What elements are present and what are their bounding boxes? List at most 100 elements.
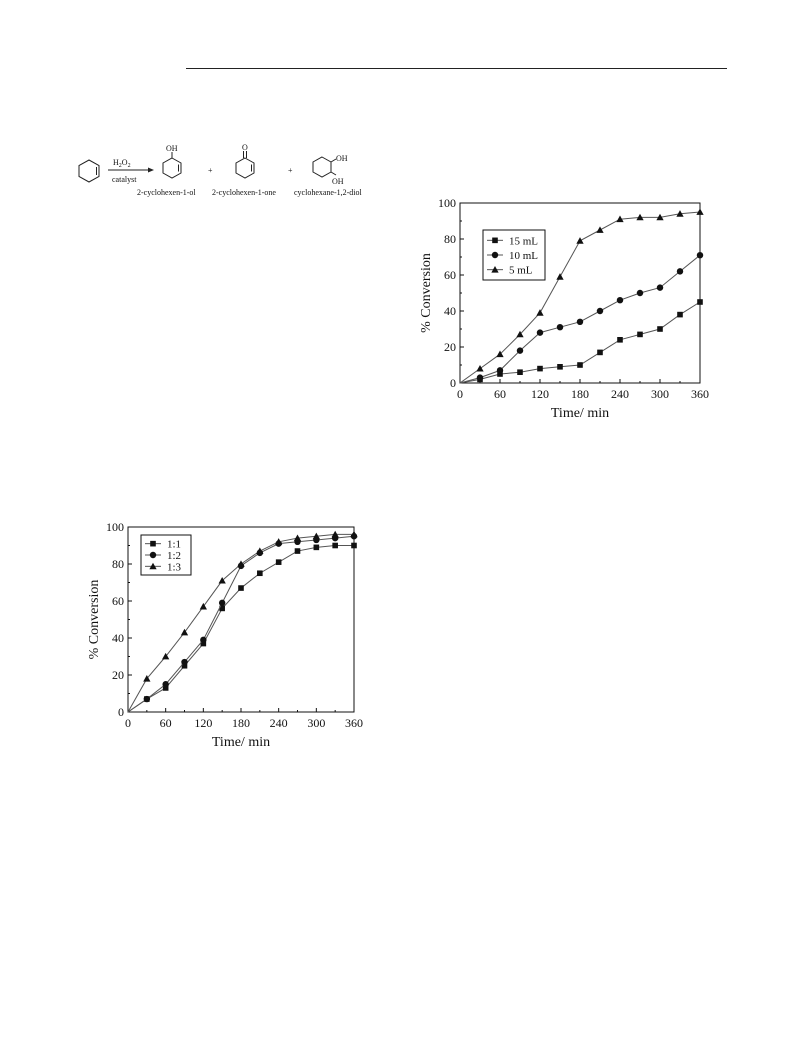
data-point: [199, 602, 207, 610]
conditions-label: catalyst: [112, 175, 137, 184]
x-tick-label: 60: [160, 716, 172, 730]
data-point: [238, 585, 244, 591]
data-point: [200, 636, 207, 644]
diol-oh-label-1: OH: [336, 154, 348, 163]
data-point: [537, 365, 543, 372]
data-point: [536, 309, 544, 316]
data-point: [597, 349, 603, 356]
y-tick-label: 40: [444, 304, 456, 318]
legend-label: 15 mL: [509, 235, 538, 247]
y-tick-label: 80: [112, 557, 124, 571]
y-tick-label: 80: [444, 232, 456, 246]
data-point: [257, 570, 263, 577]
x-tick-label: 180: [571, 387, 589, 401]
y-tick-label: 0: [118, 705, 124, 719]
data-point: [143, 675, 151, 682]
data-point: [294, 548, 301, 554]
data-point: [351, 542, 357, 549]
data-point: [497, 371, 503, 377]
data-point: [162, 681, 169, 688]
data-point: [636, 213, 644, 221]
data-point: [516, 330, 524, 338]
data-point: [219, 605, 225, 612]
legend-marker: [149, 551, 157, 559]
x-tick-label: 360: [345, 716, 363, 730]
y-tick-label: 0: [450, 376, 456, 390]
x-tick-label: 240: [270, 716, 288, 730]
x-tick-label: 360: [691, 387, 709, 401]
y-tick-label: 100: [106, 520, 124, 534]
y-tick-label: 20: [112, 668, 124, 682]
data-point: [218, 599, 226, 607]
data-point: [237, 560, 245, 567]
y-tick-label: 100: [438, 196, 456, 210]
data-point: [275, 559, 282, 565]
data-point: [143, 695, 151, 703]
data-point: [313, 544, 320, 551]
data-point: [476, 374, 484, 381]
x-tick-label: 300: [651, 387, 669, 401]
data-point: [162, 685, 169, 691]
legend-marker: [491, 251, 499, 259]
data-point: [162, 652, 170, 660]
legend-marker: [149, 562, 157, 570]
y-tick-label: 20: [444, 340, 456, 354]
data-point: [616, 296, 624, 304]
data-point: [636, 289, 644, 297]
x-axis-label: Time/ min: [551, 406, 609, 421]
legend-marker: [150, 540, 156, 547]
plus-sign-1: +: [208, 166, 213, 175]
y-tick-label: 40: [112, 631, 124, 645]
conversion-chart-ratio: 0 60 120 180 240 300 360 0 20 40 60 80 100 Time/ min%…: [87, 520, 363, 750]
y-axis-label: % Conversion: [419, 253, 434, 333]
data-point: [637, 331, 643, 338]
reaction-arrow: [108, 167, 154, 173]
cyclohexenone-structure: [235, 151, 255, 179]
data-point: [657, 326, 663, 332]
reagent-label: H2O2: [113, 158, 131, 169]
product-name-3: cyclohexane-1,2-diol: [294, 188, 363, 197]
o-label: O: [242, 143, 248, 152]
plus-sign-2: +: [288, 166, 293, 175]
data-point: [676, 268, 684, 275]
legend-label: 1:1: [167, 539, 181, 551]
x-tick-label: 120: [531, 387, 549, 401]
x-tick-label: 180: [232, 716, 250, 730]
data-point: [181, 662, 188, 669]
legend-label: 5 mL: [509, 265, 533, 277]
legend-label: 10 mL: [509, 250, 538, 262]
cyclohexenol-structure: [162, 152, 182, 179]
data-point: [496, 367, 504, 374]
conversion-chart-volume: 0 60 120 180 240 300 360 0 20 40 60 80 100 Time/ min%…: [419, 196, 709, 421]
data-point: [218, 577, 226, 584]
x-tick-label: 300: [307, 716, 325, 730]
legend-label: 1:2: [167, 550, 181, 562]
data-point: [596, 307, 604, 315]
data-point: [331, 530, 339, 538]
data-point: [312, 532, 320, 540]
data-point: [200, 640, 207, 647]
data-point: [557, 364, 563, 370]
data-point: [517, 369, 523, 375]
legend-label: 1:3: [167, 561, 182, 573]
data-point: [181, 658, 188, 666]
y-tick-label: 60: [112, 594, 124, 608]
data-point: [556, 323, 564, 331]
legend-marker: [492, 237, 498, 244]
data-point: [596, 226, 604, 233]
data-point: [180, 628, 189, 636]
data-point: [576, 237, 584, 244]
data-point: [256, 547, 264, 554]
x-axis-label: Time/ min: [212, 735, 270, 750]
data-point: [536, 329, 544, 336]
data-point: [677, 311, 683, 318]
reaction-scheme: H2O2 catalyst OH 2-cyclohexen-1-ol + O 2…: [78, 143, 363, 197]
y-tick-label: 60: [444, 268, 456, 282]
cyclohexene-structure: [78, 159, 100, 183]
data-point: [476, 364, 484, 372]
data-point: [676, 210, 684, 217]
x-tick-label: 120: [194, 716, 212, 730]
product-name-1: 2-cyclohexen-1-ol: [137, 188, 196, 197]
data-point: [577, 362, 583, 368]
data-point: [350, 530, 358, 538]
